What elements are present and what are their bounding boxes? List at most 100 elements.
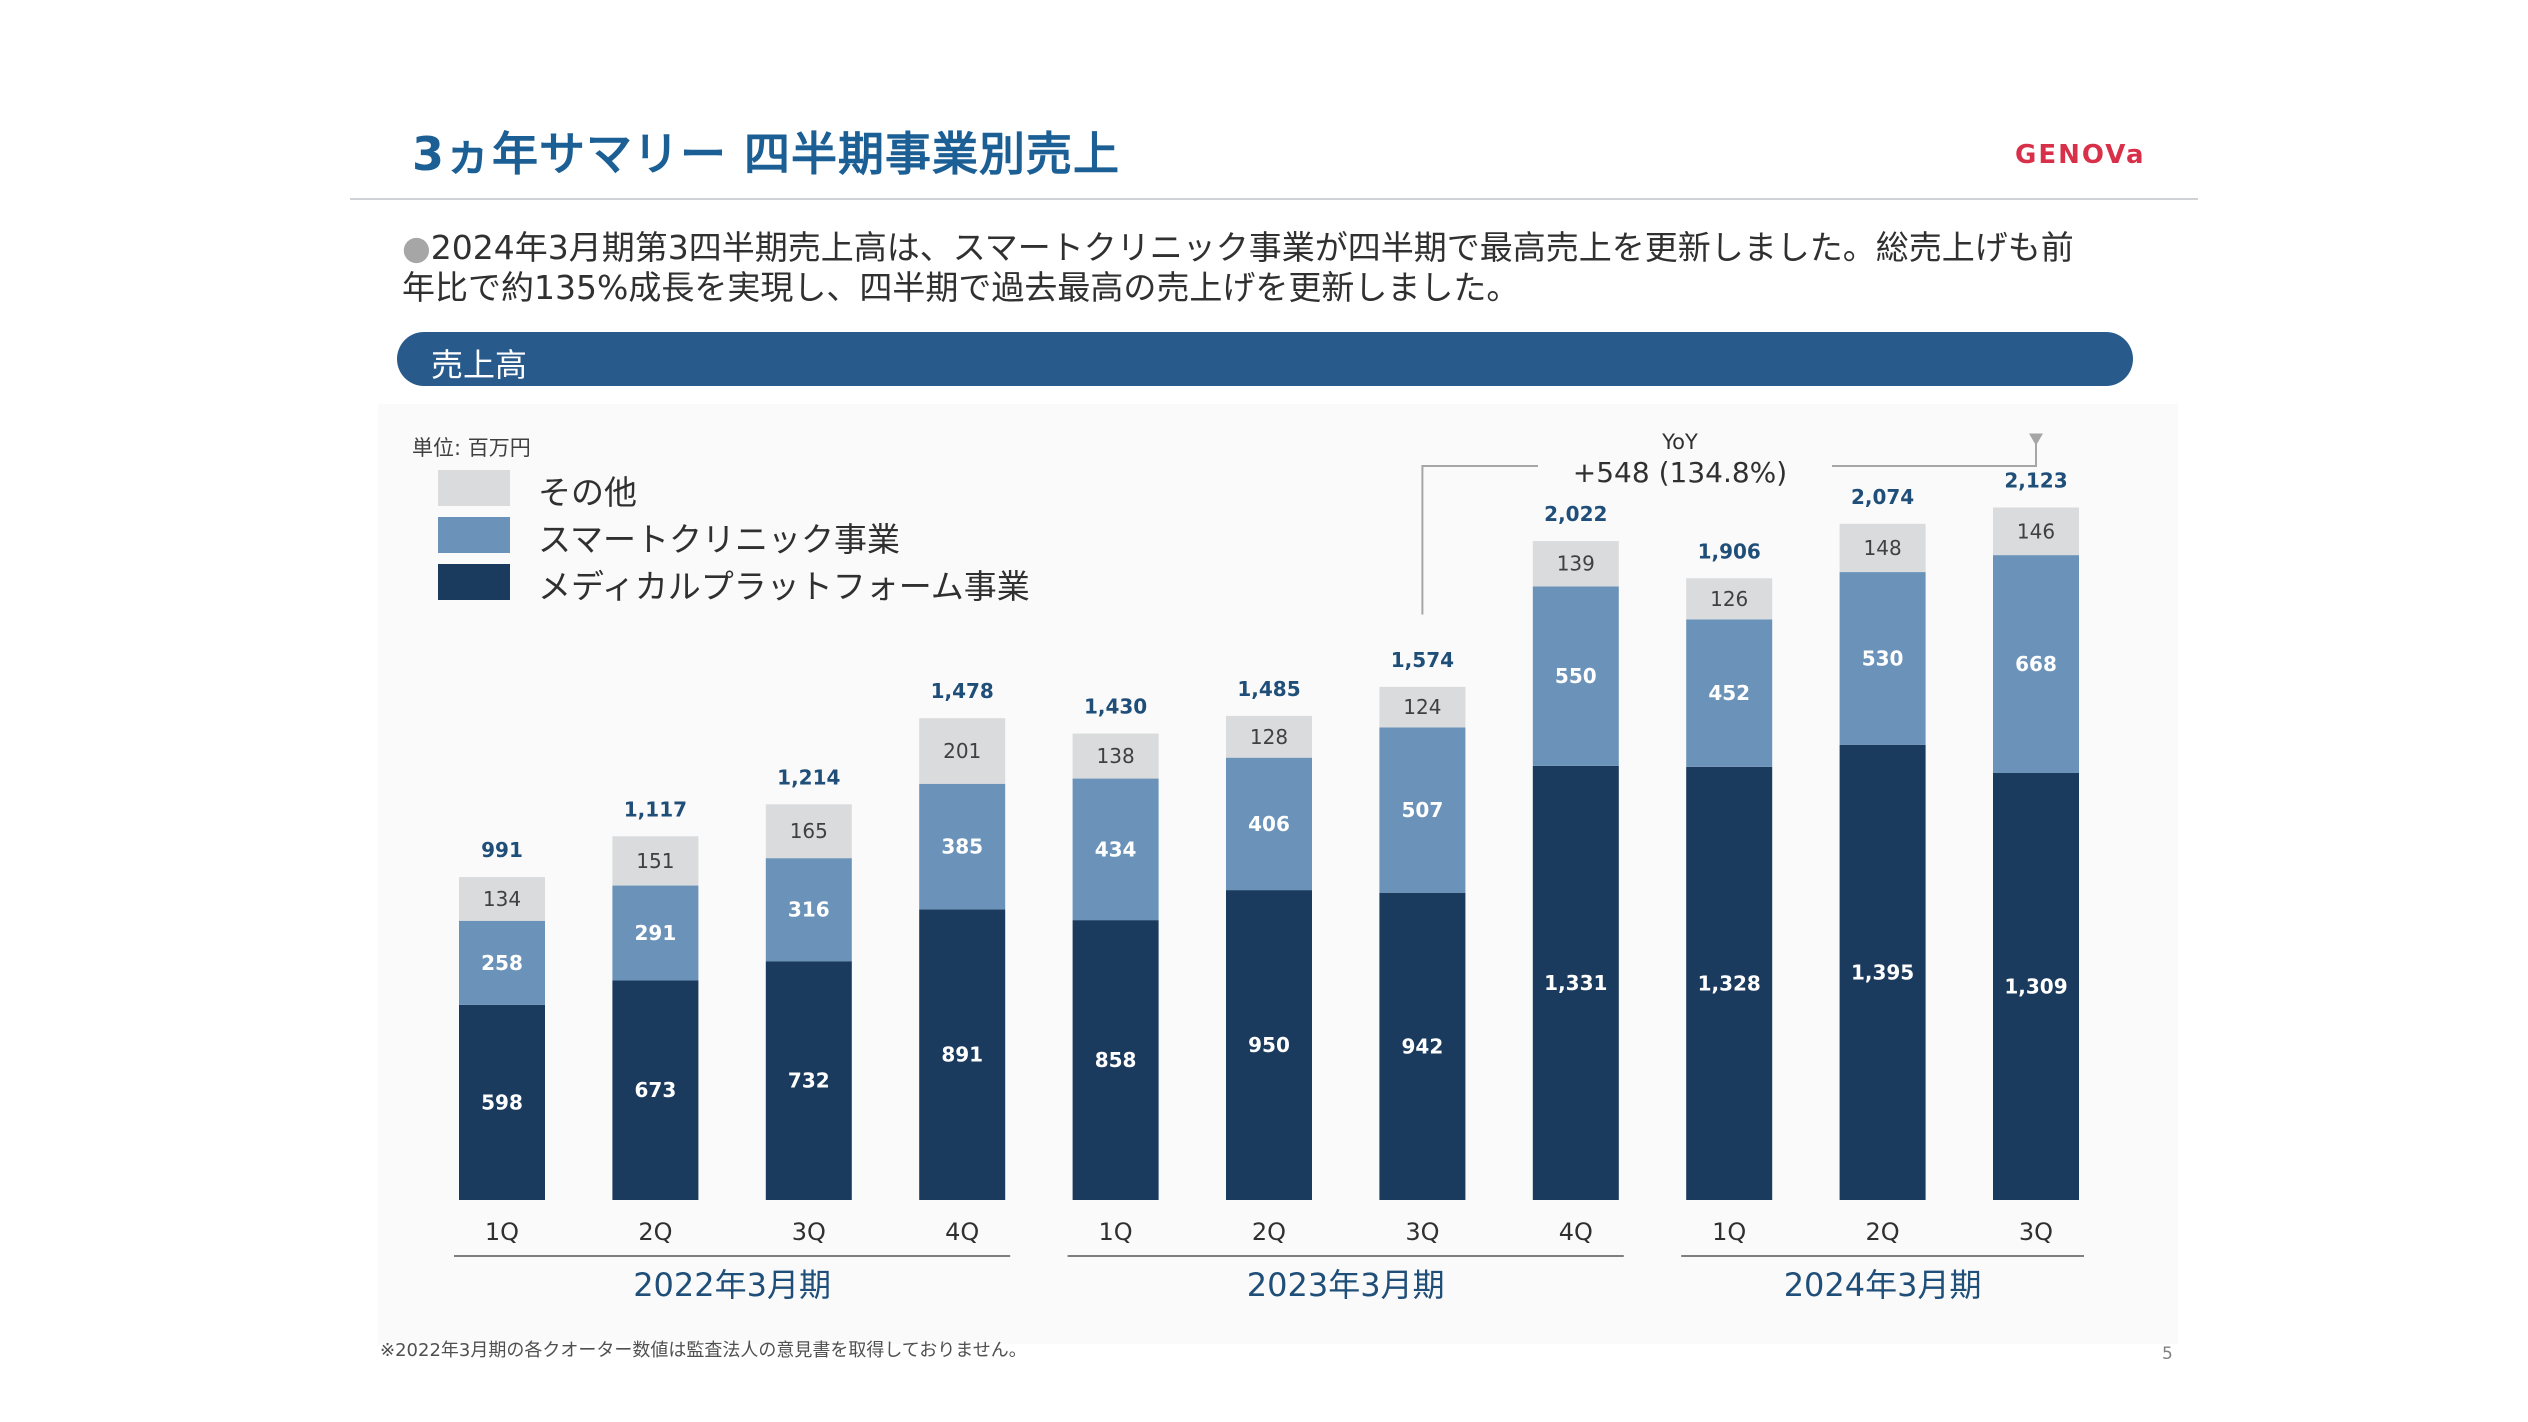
summary-line-1-text: 2024年3月期第3四半期売上高は、スマートクリニック事業が四半期で最高売上を更… bbox=[430, 228, 2074, 267]
bar-segment-smart-clinic bbox=[1686, 619, 1773, 767]
x-tick-label: 1Q bbox=[485, 1218, 519, 1246]
bar-segment-medical-platform bbox=[612, 980, 699, 1200]
bar-value-label-other: 138 bbox=[1097, 744, 1135, 768]
bar-value-label-smart-clinic: 316 bbox=[788, 898, 830, 922]
section-label: 売上高 bbox=[431, 346, 528, 384]
x-tick-label: 3Q bbox=[1405, 1218, 1439, 1246]
bar-segment-other bbox=[1839, 523, 1926, 573]
bar-value-label-other: 126 bbox=[1710, 587, 1748, 611]
bar-value-label-medical-platform: 732 bbox=[788, 1069, 830, 1093]
bar-segment-other bbox=[765, 804, 852, 859]
bar-value-label-other: 139 bbox=[1557, 552, 1595, 576]
bar-segment-other bbox=[919, 718, 1006, 784]
bar-value-label-medical-platform: 598 bbox=[481, 1090, 523, 1114]
bar-value-label-other: 165 bbox=[790, 819, 828, 843]
bar-total-label: 1,906 bbox=[1698, 539, 1761, 563]
bar-segment-other bbox=[1379, 686, 1466, 728]
bar-value-label-other: 146 bbox=[2017, 519, 2055, 543]
bar-segment-smart-clinic bbox=[765, 858, 852, 962]
section-header-band: 売上高 bbox=[397, 332, 2133, 386]
bar-segment-other bbox=[1226, 715, 1312, 758]
bar-segment-smart-clinic bbox=[919, 783, 1006, 910]
bar-segment-smart-clinic bbox=[1226, 757, 1312, 891]
summary-text: ●2024年3月期第3四半期売上高は、スマートクリニック事業が四半期で最高売上を… bbox=[402, 228, 2102, 308]
bar-value-label-smart-clinic: 507 bbox=[1402, 798, 1444, 822]
bar-segment-smart-clinic bbox=[1993, 555, 2079, 774]
legend-swatch-smart-clinic bbox=[438, 517, 510, 553]
bar-value-label-smart-clinic: 258 bbox=[481, 951, 523, 975]
bar-value-label-other: 134 bbox=[483, 887, 521, 911]
bar-total-label: 991 bbox=[481, 838, 523, 862]
bar-total-label: 1,478 bbox=[931, 679, 994, 703]
bar-segment-medical-platform bbox=[1226, 890, 1312, 1200]
bar-value-label-smart-clinic: 530 bbox=[1862, 647, 1904, 671]
summary-line-2: 年比で約135%成長を実現し、四半期で過去最高の売上げを更新しました。 bbox=[402, 268, 1520, 307]
bar-total-label: 1,214 bbox=[777, 765, 840, 789]
bullet-icon: ● bbox=[402, 228, 431, 267]
bar-segment-medical-platform bbox=[1379, 892, 1466, 1200]
bar-value-label-other: 148 bbox=[1864, 536, 1902, 560]
bar-segment-smart-clinic bbox=[1532, 586, 1619, 766]
bar-segment-other bbox=[612, 836, 699, 886]
x-tick-label: 3Q bbox=[792, 1218, 826, 1246]
bar-segment-other bbox=[1072, 733, 1159, 779]
bar-segment-medical-platform bbox=[1839, 744, 1926, 1200]
bar-total-label: 1,117 bbox=[624, 797, 687, 821]
legend-swatch-medical-platform bbox=[438, 564, 510, 600]
bar-value-label-medical-platform: 1,328 bbox=[1698, 971, 1761, 995]
bar-value-label-smart-clinic: 434 bbox=[1095, 837, 1137, 861]
legend-label-smart-clinic: スマートクリニック事業 bbox=[538, 520, 901, 559]
x-tick-label: 1Q bbox=[1712, 1218, 1746, 1246]
x-tick-label: 3Q bbox=[2019, 1218, 2053, 1246]
group-label: 2024年3月期 bbox=[1784, 1266, 1982, 1304]
group-label: 2022年3月期 bbox=[633, 1266, 831, 1304]
summary-line-1: ●2024年3月期第3四半期売上高は、スマートクリニック事業が四半期で最高売上を… bbox=[402, 228, 2102, 268]
bar-value-label-medical-platform: 942 bbox=[1402, 1034, 1444, 1058]
x-tick-label: 2Q bbox=[1252, 1218, 1286, 1246]
bar-total-label: 1,430 bbox=[1084, 695, 1147, 719]
bar-value-label-smart-clinic: 452 bbox=[1708, 681, 1750, 705]
bar-total-label: 1,485 bbox=[1237, 677, 1300, 701]
bar-segment-medical-platform bbox=[459, 1004, 545, 1200]
bar-segment-smart-clinic bbox=[1072, 778, 1159, 921]
bar-segment-other bbox=[1532, 541, 1619, 587]
unit-label: 単位: 百万円 bbox=[412, 436, 531, 460]
legend-label-medical-platform: メディカルプラットフォーム事業 bbox=[538, 567, 1030, 606]
bar-value-label-other: 124 bbox=[1403, 695, 1441, 719]
bar-segment-other bbox=[1686, 578, 1773, 620]
yoy-title: YoY bbox=[1662, 430, 1698, 454]
page-title: 3ヵ年サマリー 四半期事業別売上 bbox=[412, 127, 1121, 181]
company-logo: GENOVa bbox=[2015, 140, 2146, 170]
x-tick-label: 4Q bbox=[1559, 1218, 1593, 1246]
bar-value-label-smart-clinic: 291 bbox=[635, 921, 677, 945]
bar-value-label-smart-clinic: 668 bbox=[2015, 652, 2057, 676]
legend-label-other: その他 bbox=[538, 473, 637, 512]
x-tick-label: 2Q bbox=[1866, 1218, 1900, 1246]
bar-value-label-medical-platform: 950 bbox=[1248, 1033, 1290, 1057]
yoy-arrow-icon bbox=[2029, 433, 2043, 446]
bar-value-label-medical-platform: 891 bbox=[941, 1043, 983, 1067]
yoy-value: +548 (134.8%) bbox=[1572, 456, 1788, 489]
bar-value-label-other: 201 bbox=[943, 739, 981, 763]
bar-segment-medical-platform bbox=[765, 961, 852, 1200]
bar-segment-medical-platform bbox=[1993, 773, 2079, 1200]
bar-value-label-smart-clinic: 385 bbox=[941, 835, 983, 859]
bar-total-label: 1,574 bbox=[1391, 648, 1454, 672]
bar-segment-other bbox=[459, 877, 545, 921]
bar-segment-medical-platform bbox=[1072, 920, 1159, 1200]
bar-value-label-smart-clinic: 406 bbox=[1248, 812, 1290, 836]
bar-value-label-medical-platform: 1,309 bbox=[2004, 975, 2067, 999]
bar-value-label-smart-clinic: 550 bbox=[1555, 664, 1597, 688]
x-tick-label: 4Q bbox=[945, 1218, 979, 1246]
bar-segment-smart-clinic bbox=[1379, 727, 1466, 893]
bar-value-label-other: 151 bbox=[636, 849, 674, 873]
yoy-annotation: YoY +548 (134.8%) bbox=[1530, 430, 1830, 489]
title-divider bbox=[350, 198, 2198, 200]
bar-segment-medical-platform bbox=[1532, 765, 1619, 1200]
bar-total-label: 2,074 bbox=[1851, 485, 1914, 509]
group-label: 2023年3月期 bbox=[1247, 1266, 1445, 1304]
bar-segment-medical-platform bbox=[1686, 766, 1773, 1200]
bar-segment-medical-platform bbox=[919, 909, 1006, 1200]
